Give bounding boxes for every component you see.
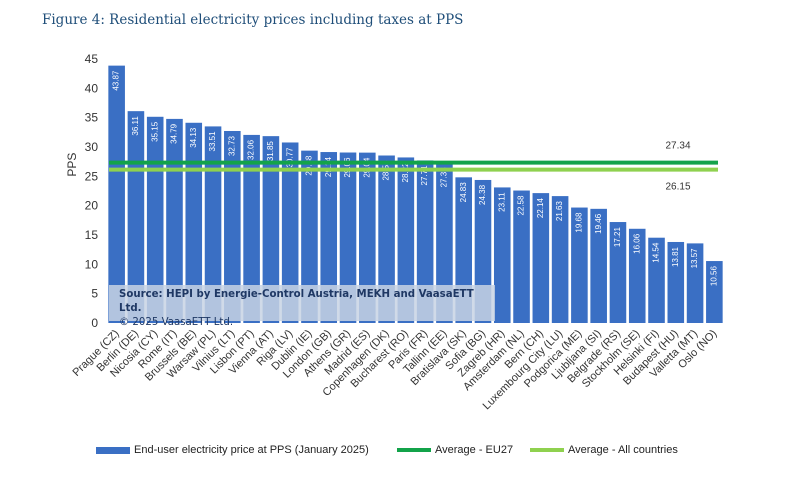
y-tick-label: 30 — [85, 140, 99, 154]
y-tick-label: 15 — [85, 228, 99, 242]
bar-value-label: 43.87 — [112, 70, 121, 91]
bar-value-label: 34.79 — [170, 123, 179, 144]
y-axis: 0 5 10 15 20 25 30 35 40 45 — [85, 52, 99, 330]
bar — [108, 65, 125, 323]
reference-lines: 27.34 26.15 — [109, 141, 718, 193]
bar — [185, 122, 203, 324]
bar — [378, 155, 395, 323]
bar — [224, 130, 241, 323]
source-note-line1: Source: HEPI by Energie-Control Austria,… — [119, 289, 474, 314]
bar — [571, 207, 588, 323]
bar — [397, 157, 415, 323]
bar — [590, 208, 607, 323]
bar-value-label: 28.22 — [401, 162, 410, 183]
source-note: Source: HEPI by Energie-Control Austria,… — [109, 285, 495, 328]
figure-title: Figure 4: Residential electricity prices… — [42, 12, 464, 28]
bar — [667, 241, 685, 323]
bar-value-label: 32.73 — [227, 135, 236, 156]
bar — [204, 126, 222, 324]
bar-value-label: 24.83 — [459, 182, 468, 203]
bar-value-label: 21.63 — [555, 201, 564, 222]
legend-swatch-all — [530, 448, 564, 452]
y-tick-label: 40 — [85, 81, 99, 95]
bar — [551, 196, 569, 323]
bar — [301, 150, 318, 323]
bar — [628, 228, 646, 323]
y-tick-label: 20 — [85, 199, 99, 213]
bar — [243, 134, 260, 323]
bar-value-label: 32.06 — [247, 139, 256, 160]
source-note-line2: © 2025 VaasaETT Ltd. — [119, 317, 234, 328]
bar-value-label: 35.15 — [150, 121, 159, 142]
legend-label-eu27: Average - EU27 — [435, 444, 514, 456]
bar — [706, 261, 723, 323]
bar-value-label: 23.11 — [497, 192, 506, 212]
bar — [320, 152, 338, 323]
bar-value-label: 13.81 — [671, 246, 680, 267]
x-axis-tick-labels: Prague (CZ)Berlin (DE)Nicosia (CY)Rome (… — [70, 328, 719, 413]
y-tick-label: 25 — [85, 169, 99, 183]
y-tick-label: 10 — [85, 257, 99, 271]
bar-value-label: 29.14 — [324, 157, 333, 178]
bar — [609, 222, 627, 323]
bar-value-label: 17.21 — [613, 226, 622, 247]
bar — [686, 243, 704, 323]
legend-entry-all: Average - All countries — [530, 444, 678, 456]
bar — [339, 152, 357, 323]
legend-swatch-bar — [96, 446, 130, 454]
y-tick-label: 35 — [85, 111, 99, 125]
bar — [262, 136, 280, 323]
bar-value-label: 19.46 — [594, 213, 603, 234]
bar-value-label: 29.04 — [362, 157, 371, 178]
bar — [513, 190, 530, 323]
bar-value-label: 33.51 — [208, 131, 217, 152]
bar-value-label: 36.11 — [131, 116, 140, 136]
bar-value-label: 29.38 — [305, 155, 314, 176]
bar-value-label: 22.58 — [517, 195, 526, 216]
all-countries-average-label: 26.15 — [665, 182, 690, 193]
bar-value-label: 30.77 — [285, 147, 294, 168]
bar — [436, 162, 453, 323]
bar — [493, 187, 511, 323]
bar — [359, 152, 376, 323]
y-axis-label: PPS — [65, 153, 79, 177]
y-tick-label: 5 — [91, 287, 98, 301]
legend-label-all: Average - All countries — [568, 444, 678, 456]
legend-label-series: End-user electricity price at PPS (Janua… — [134, 444, 369, 456]
bar — [648, 237, 665, 323]
legend-entry-series: End-user electricity price at PPS (Janua… — [96, 444, 369, 456]
legend-entry-eu27: Average - EU27 — [397, 444, 513, 456]
bar-value-label: 24.38 — [478, 184, 487, 205]
bar-value-label: 27.71 — [420, 165, 429, 186]
bar-value-label: 19.68 — [575, 212, 584, 233]
bar — [281, 142, 299, 323]
y-tick-label: 0 — [91, 316, 98, 330]
bar — [416, 160, 434, 323]
bar-value-label: 29.06 — [343, 157, 352, 178]
bar-value-label: 31.85 — [266, 141, 275, 162]
bar-value-label: 13.57 — [690, 248, 699, 269]
bar-value-label: 10.56 — [709, 266, 718, 287]
bar-value-label: 34.13 — [189, 127, 198, 148]
bar-value-label: 14.54 — [652, 242, 661, 263]
eu27-average-label: 27.34 — [665, 141, 690, 152]
bar — [532, 193, 550, 323]
bar-value-label: 27.38 — [440, 167, 449, 188]
bar-value-label: 22.14 — [536, 198, 545, 219]
legend-swatch-eu27 — [397, 448, 431, 452]
y-tick-label: 45 — [85, 52, 99, 66]
bar-value-label: 16.06 — [632, 233, 641, 254]
